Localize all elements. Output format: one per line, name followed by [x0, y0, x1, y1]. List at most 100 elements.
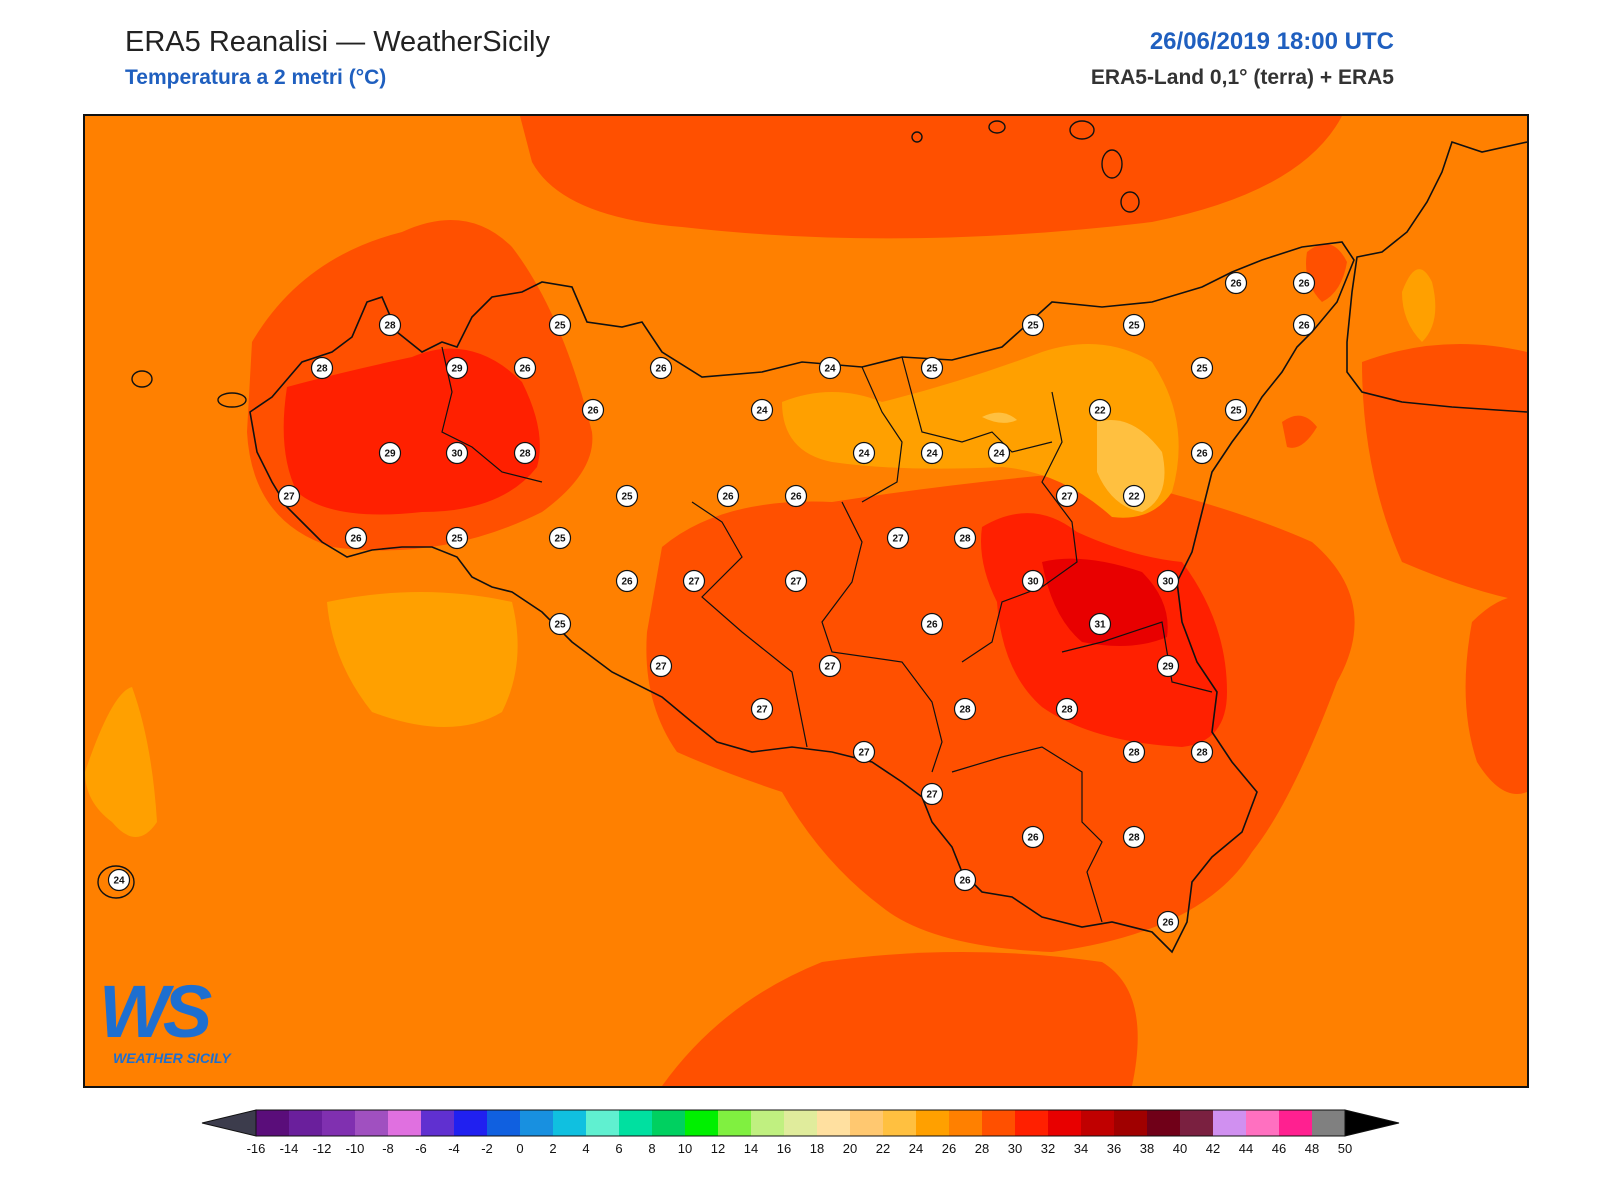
- station-marker: 29: [445, 356, 469, 380]
- station-marker: 30: [1156, 569, 1180, 593]
- station-marker: 24: [107, 868, 131, 892]
- colorbar-bin: [685, 1110, 719, 1136]
- station-value: 24: [926, 449, 938, 460]
- station-value: 25: [926, 364, 938, 375]
- station-value: 25: [1230, 406, 1242, 417]
- colorbar-bin: [619, 1110, 653, 1136]
- colorbar-tick-label: 46: [1272, 1141, 1286, 1156]
- station-marker: 25: [1224, 398, 1248, 422]
- station-marker: 27: [277, 484, 301, 508]
- station-value: 28: [519, 449, 531, 460]
- station-circle: [852, 441, 876, 465]
- station-value: 26: [1298, 321, 1310, 332]
- colorbar-bin: [1180, 1110, 1214, 1136]
- station-value: 28: [316, 364, 328, 375]
- station-value: 25: [1128, 321, 1140, 332]
- island-favignana: [217, 392, 247, 408]
- colorbar-tick-label: 18: [810, 1141, 824, 1156]
- station-circle: [445, 441, 469, 465]
- colorbar-tick-label: 22: [876, 1141, 890, 1156]
- colorbar-bin: [949, 1110, 983, 1136]
- station-marker: 28: [953, 697, 977, 721]
- colorbar-tick-label: 8: [648, 1141, 655, 1156]
- station-value: 26: [587, 406, 599, 417]
- station-marker: 26: [1190, 441, 1214, 465]
- calabria-coastline: [1346, 140, 1527, 413]
- station-circle: [716, 484, 740, 508]
- station-circle: [1021, 825, 1045, 849]
- station-circle: [445, 526, 469, 550]
- station-value: 25: [554, 534, 566, 545]
- station-circle: [953, 868, 977, 892]
- station-circle: [344, 526, 368, 550]
- colorbar-bin: [1081, 1110, 1115, 1136]
- station-marker: 28: [1122, 825, 1146, 849]
- station-marker: 26: [344, 526, 368, 550]
- colorbar-bin: [289, 1110, 323, 1136]
- map-title: ERA5 Reanalisi — WeatherSicily: [125, 26, 550, 58]
- station-marker: 24: [852, 441, 876, 465]
- colorbar-bin: [718, 1110, 752, 1136]
- station-marker: 29: [1156, 654, 1180, 678]
- station-value: 26: [655, 364, 667, 375]
- station-circle: [953, 697, 977, 721]
- station-value: 26: [959, 876, 971, 887]
- station-value: 26: [621, 577, 633, 588]
- province-border: [961, 391, 1078, 663]
- station-circle: [615, 484, 639, 508]
- island-marettimo: [131, 370, 153, 388]
- station-circle: [615, 569, 639, 593]
- station-value: 26: [790, 492, 802, 503]
- colorbar-bin: [883, 1110, 917, 1136]
- station-circle: [445, 356, 469, 380]
- map-subtitle: Temperatura a 2 metri (°C): [125, 66, 387, 89]
- station-value: 25: [451, 534, 463, 545]
- station-value: 31: [1094, 620, 1106, 631]
- station-marker: 27: [682, 569, 706, 593]
- station-circle: [1122, 484, 1146, 508]
- colorbar: -16 -14 -12 -10 -8 -6 -4 -2 0 2 4 6 8 10 12 14 16 18 20 22 2…: [200, 1105, 1410, 1165]
- station-marker: 27: [649, 654, 673, 678]
- field-east-30-32: [1042, 558, 1168, 646]
- station-value: 28: [1196, 748, 1208, 759]
- island-salina: [1069, 120, 1095, 140]
- field-nebrodi-22-24: [782, 344, 1179, 518]
- colorbar-bin: [751, 1110, 785, 1136]
- station-value: 29: [451, 364, 463, 375]
- station-circle: [1292, 313, 1316, 337]
- station-circle: [920, 782, 944, 806]
- station-circle: [1190, 740, 1214, 764]
- station-marker: 26: [615, 569, 639, 593]
- station-marker: 27: [920, 782, 944, 806]
- field-ne-26-28: [1306, 244, 1347, 302]
- island-filicudi: [988, 120, 1006, 134]
- station-circle: [310, 356, 334, 380]
- province-border: [821, 501, 943, 773]
- station-value: 28: [959, 705, 971, 716]
- station-circle: [920, 441, 944, 465]
- colorbar-tick-label: 12: [711, 1141, 725, 1156]
- station-circle: [649, 356, 673, 380]
- station-marker: 24: [750, 398, 774, 422]
- station-circle: [513, 356, 537, 380]
- station-circle: [682, 569, 706, 593]
- station-marker: 26: [953, 868, 977, 892]
- station-value: 26: [350, 534, 362, 545]
- station-circle: [1088, 398, 1112, 422]
- colorbar-tick-label: 48: [1305, 1141, 1319, 1156]
- station-circle: [750, 697, 774, 721]
- station-value: 28: [1128, 748, 1140, 759]
- station-value: 28: [384, 321, 396, 332]
- station-marker: 25: [1021, 313, 1045, 337]
- field-ionian-spot: [1282, 415, 1317, 448]
- island-alicudi: [911, 131, 923, 143]
- colorbar-tick-label: 14: [744, 1141, 758, 1156]
- station-value: 24: [858, 449, 870, 460]
- colorbar-tick-label: 32: [1041, 1141, 1055, 1156]
- station-value: 27: [858, 748, 870, 759]
- province-border: [691, 501, 808, 748]
- colorbar-min-arrow: [201, 1109, 257, 1137]
- station-circle: [1224, 271, 1248, 295]
- station-circle: [1190, 441, 1214, 465]
- station-circle: [818, 654, 842, 678]
